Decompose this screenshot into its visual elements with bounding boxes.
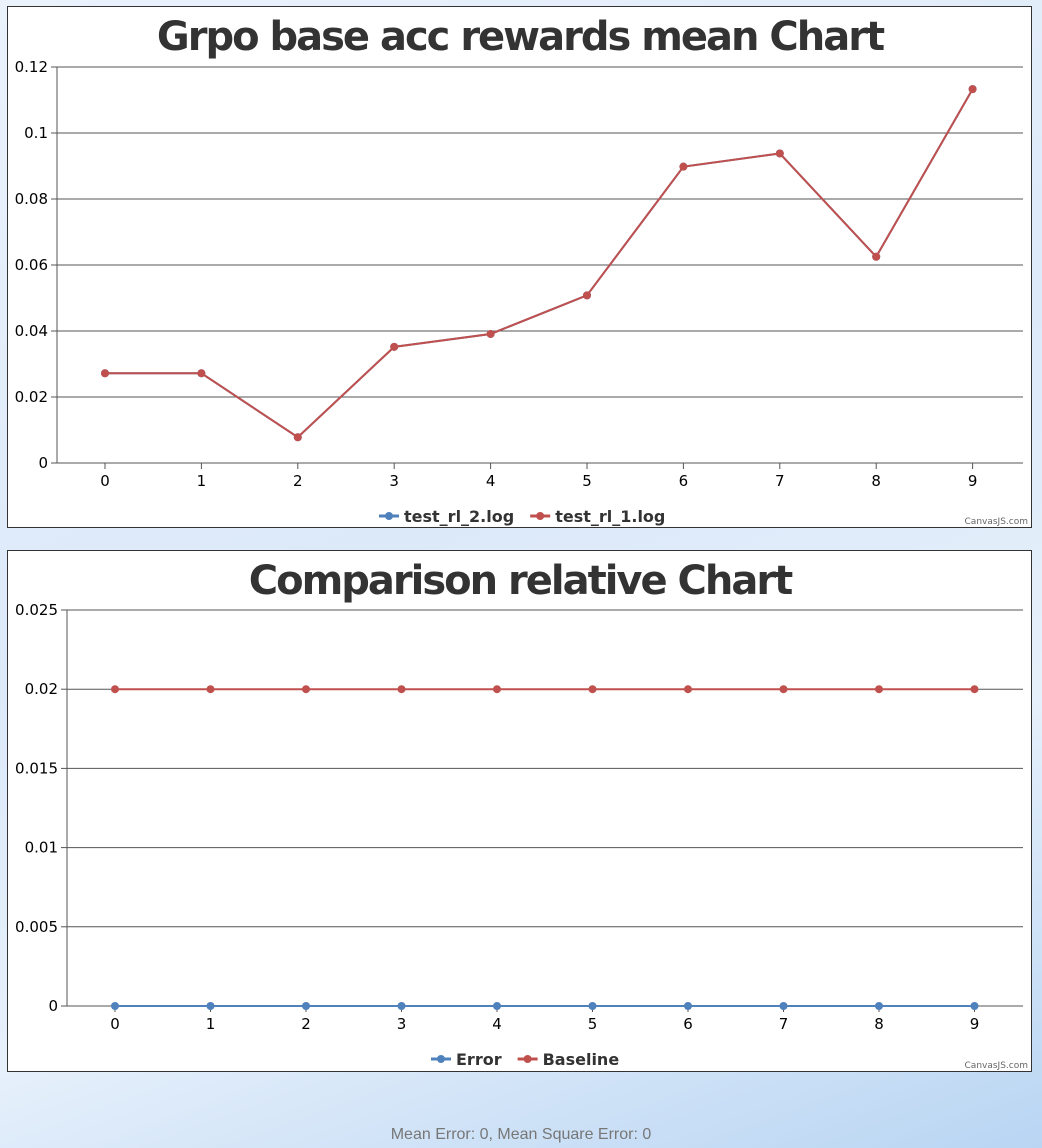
y-tick-label: 0.04 [15, 322, 48, 340]
data-point[interactable] [779, 1002, 788, 1010]
credit-text[interactable]: CanvasJS.com [965, 517, 1028, 527]
legend-label: test_rl_2.log [404, 507, 514, 526]
data-point[interactable] [775, 149, 784, 158]
data-point[interactable] [588, 1002, 597, 1010]
legend-label: Error [456, 1050, 502, 1069]
data-point[interactable] [779, 685, 788, 694]
error-summary: Mean Error: 0, Mean Square Error: 0 [390, 1126, 652, 1143]
data-point[interactable] [206, 685, 215, 694]
data-point[interactable] [111, 685, 119, 694]
x-tick-label: 9 [968, 472, 978, 490]
series-test_rl_2.log [101, 85, 977, 442]
chart-comparison-relative-svg: Comparison relative Chart 0 0.005 0.01 0.015… [15, 558, 1028, 1071]
y-tick-label: 0.1 [24, 124, 48, 142]
x-tick-label: 6 [679, 472, 689, 490]
x-tick-label: 0 [110, 1015, 120, 1033]
data-point[interactable] [302, 1002, 310, 1010]
x-tick-label: 1 [206, 1015, 216, 1033]
data-point[interactable] [970, 685, 979, 694]
series-line [105, 88, 974, 439]
chart-rewards-mean: Grpo base acc rewards mean Chart 0 0.02 0.0… [7, 6, 1032, 528]
y-tick-label: 0.015 [15, 759, 58, 777]
x-tick-label: 8 [874, 1015, 884, 1033]
data-point[interactable] [302, 685, 310, 694]
credit-text[interactable]: CanvasJS.com [965, 1061, 1028, 1071]
data-point[interactable] [875, 1002, 883, 1010]
legend-label: Baseline [543, 1050, 620, 1069]
x-tick-label: 3 [389, 472, 399, 490]
x-tick-label: 4 [486, 472, 496, 490]
x-tick-label: 6 [683, 1015, 693, 1033]
data-point[interactable] [397, 1002, 406, 1010]
series-Baseline [111, 685, 979, 694]
data-point[interactable] [197, 369, 206, 378]
x-tick-label: 2 [293, 472, 303, 490]
data-point[interactable] [968, 85, 977, 94]
data-point[interactable] [101, 369, 109, 378]
legend-marker-dot [536, 512, 545, 520]
legend-item[interactable]: test_rl_2.log [379, 507, 514, 526]
x-tick-label: 1 [197, 472, 207, 490]
data-point[interactable] [679, 162, 688, 171]
legend-label: test_rl_1.log [555, 507, 665, 526]
data-point[interactable] [111, 1002, 119, 1010]
data-point[interactable] [390, 342, 399, 351]
legend-item[interactable]: test_rl_1.log [530, 507, 665, 526]
x-tick-label: 4 [492, 1015, 502, 1033]
data-point[interactable] [875, 685, 883, 694]
y-tick-label: 0.02 [15, 388, 48, 406]
series-line [105, 88, 974, 439]
x-tick-label: 0 [100, 472, 110, 490]
data-point[interactable] [684, 1002, 692, 1010]
chart-comparison-relative: Comparison relative Chart 0 0.005 0.01 0.015… [7, 550, 1032, 1072]
chart-title: Grpo base acc rewards mean Chart [157, 14, 885, 60]
legend: test_rl_2.log test_rl_1.log [379, 507, 665, 526]
chart-rewards-mean-svg: Grpo base acc rewards mean Chart 0 0.02 0.0… [15, 14, 1028, 527]
y-tick-label: 0.12 [15, 58, 48, 76]
data-point[interactable] [397, 685, 406, 694]
data-point[interactable] [486, 329, 495, 338]
data-point[interactable] [293, 433, 302, 442]
data-point[interactable] [583, 291, 591, 300]
y-tick-label: 0.02 [25, 680, 58, 698]
x-tick-label: 5 [588, 1015, 598, 1033]
x-tick-label: 2 [301, 1015, 311, 1033]
data-point[interactable] [493, 1002, 501, 1010]
data-point[interactable] [970, 1002, 979, 1010]
y-tick-label: 0.025 [15, 601, 58, 619]
series-test_rl_1.log [101, 85, 977, 442]
legend-marker-dot [437, 1055, 445, 1063]
y-tick-label: 0 [48, 997, 58, 1015]
x-tick-label: 3 [397, 1015, 407, 1033]
x-tick-label: 7 [779, 1015, 789, 1033]
y-tick-label: 0 [38, 454, 48, 472]
legend-item[interactable]: Error [431, 1050, 502, 1069]
legend-marker-dot [523, 1055, 532, 1063]
legend-marker-dot [385, 512, 393, 520]
legend: Error Baseline [431, 1050, 619, 1069]
y-tick-label: 0.06 [15, 256, 48, 274]
data-point[interactable] [684, 685, 692, 694]
chart-title: Comparison relative Chart [249, 558, 793, 604]
data-point[interactable] [872, 252, 881, 261]
x-tick-label: 7 [775, 472, 785, 490]
y-tick-label: 0.08 [15, 190, 48, 208]
x-tick-label: 9 [970, 1015, 980, 1033]
legend-item[interactable]: Baseline [517, 1050, 620, 1069]
data-point[interactable] [493, 685, 501, 694]
x-tick-label: 8 [871, 472, 881, 490]
data-point[interactable] [588, 685, 597, 694]
y-tick-label: 0.005 [15, 918, 58, 936]
data-point[interactable] [206, 1002, 215, 1010]
y-tick-label: 0.01 [25, 839, 58, 857]
x-tick-label: 5 [582, 472, 592, 490]
series-Error [111, 1002, 979, 1010]
